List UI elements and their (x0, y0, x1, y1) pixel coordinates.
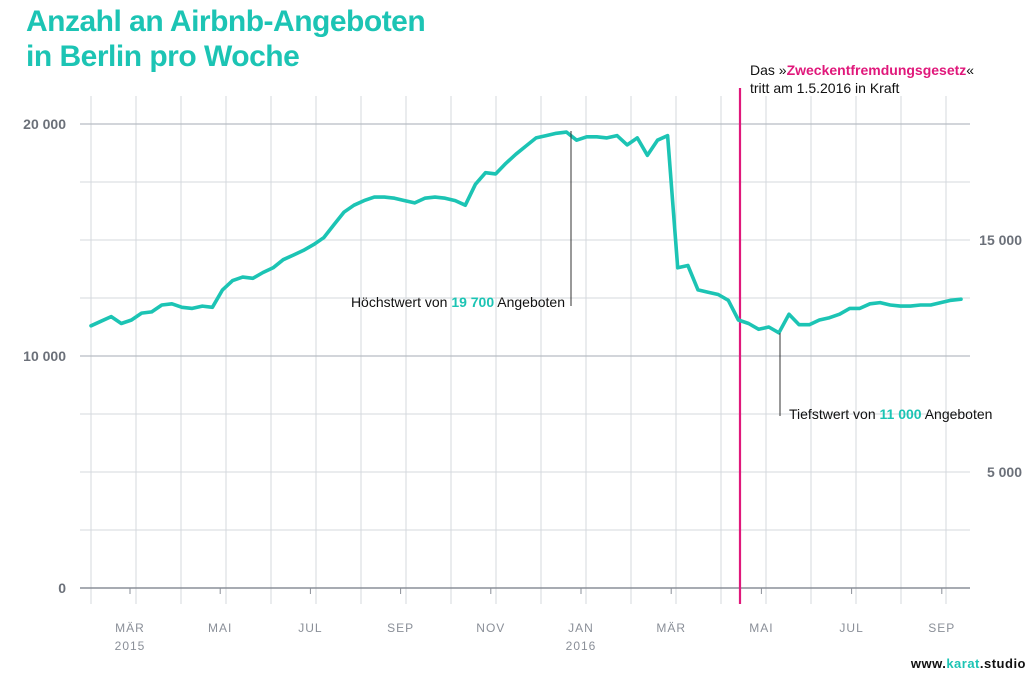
x-tick-label: NOV (476, 621, 505, 635)
series-line-airbnb-listings (89, 130, 963, 335)
callouts: Höchstwert von 19 700 Angeboten Tiefstwe… (351, 131, 992, 422)
y-tick-label-right: 15 000 (979, 232, 1022, 248)
credit-url: www.karat.studio (910, 656, 1026, 671)
x-tick-label: SEP (387, 621, 414, 635)
x-tick-label: SEP (928, 621, 955, 635)
y-tick-label-left: 20 000 (23, 116, 66, 132)
policy-label-line-2: tritt am 1.5.2016 in Kraft (750, 80, 900, 96)
max-callout-label: Höchstwert von 19 700 Angeboten (351, 294, 565, 310)
x-tick-year-label: 2016 (566, 639, 597, 653)
x-tick-label: JAN (568, 621, 594, 635)
chart-title: Anzahl an Airbnb-Angeboten in Berlin pro… (26, 4, 426, 74)
x-tick-label: MÄR (115, 621, 145, 635)
y-tick-label-right: 5 000 (987, 464, 1022, 480)
x-tick-label: JUL (298, 621, 322, 635)
chart-title-line-2: in Berlin pro Woche (26, 40, 300, 73)
chart-title-line-1: Anzahl an Airbnb-Angeboten (26, 5, 426, 38)
x-tick-label: MÄR (656, 621, 686, 635)
grid (80, 96, 970, 604)
x-tick-label: MAI (749, 621, 773, 635)
policy-label-line-1: Das »Zweckentfremdungsgesetz« (750, 62, 974, 78)
x-tick-year-label: 2015 (115, 639, 146, 653)
min-callout-label: Tiefstwert von 11 000 Angeboten (789, 406, 992, 422)
policy-annotation: Das »Zweckentfremdungsgesetz« tritt am 1… (738, 62, 974, 604)
y-tick-label-left: 10 000 (23, 348, 66, 364)
axes: 0 10 000 20 000 5 000 15 000 MÄR 2015 MAI JUL SEP… (23, 116, 1022, 653)
series (89, 130, 963, 335)
x-tick-label: JUL (839, 621, 863, 635)
x-tick-label: MAI (208, 621, 232, 635)
y-tick-label-left: 0 (58, 580, 66, 596)
